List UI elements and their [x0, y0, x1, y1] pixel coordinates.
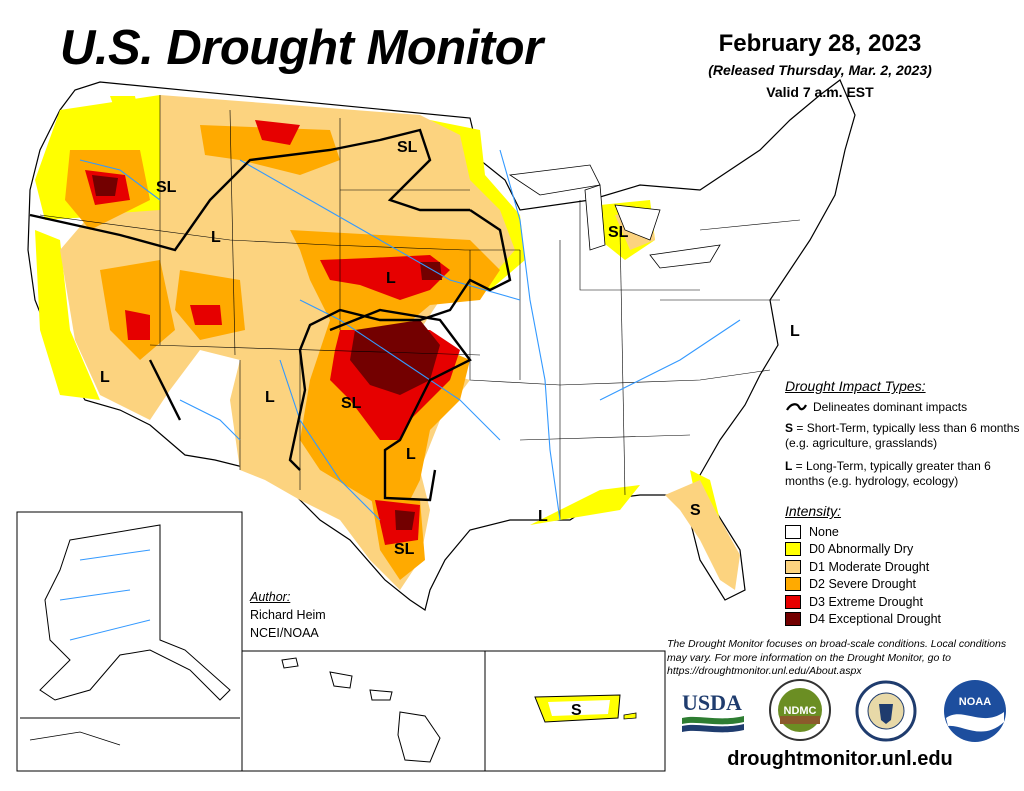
swatch-d3 [785, 594, 801, 609]
label-l-new-mexico: L [265, 389, 275, 406]
swatch-d1 [785, 559, 801, 574]
label-l-california: L [100, 369, 110, 386]
label-l-idaho: L [211, 229, 221, 246]
author-heading: Author: [250, 590, 291, 604]
author-name: Richard Heim [250, 608, 326, 622]
svg-text:NDMC: NDMC [784, 705, 817, 717]
swatch-none [785, 524, 801, 539]
label-sl-texas: SL [394, 541, 415, 558]
svg-text:NOAA: NOAA [959, 696, 991, 708]
intensity-heading: Intensity: [785, 503, 842, 519]
disclaimer-text: The Drought Monitor focuses on broad-sca… [667, 638, 1007, 677]
impact-line-label: Delineates dominant impacts [813, 400, 968, 414]
release-date: (Released Thursday, Mar. 2, 2023) [708, 62, 932, 78]
website-link[interactable]: droughtmonitor.unl.edu [727, 748, 953, 770]
long-term-description: L = Long-Term, typically greater than 6 … [785, 459, 991, 488]
label-sl-michigan: SL [608, 224, 629, 241]
hawaii-inset [241, 650, 486, 772]
short-term-description: S = Short-Term, typically less than 6 mo… [785, 421, 1020, 450]
swatch-d4 [785, 612, 801, 627]
intensity-item: D4 Exceptional Drought [785, 611, 941, 629]
alaska-inset [16, 511, 243, 772]
map-title: U.S. Drought Monitor [60, 21, 543, 75]
label-l-nebraska: L [386, 270, 396, 287]
intensity-item: None [785, 523, 941, 541]
commerce-seal-logo [855, 680, 917, 742]
swatch-d0 [785, 542, 801, 557]
noaa-logo: NOAA [942, 678, 1008, 744]
label-l-louisiana: L [538, 508, 548, 525]
state-boundaries [39, 95, 801, 520]
intensity-item: D0 Abnormally Dry [785, 541, 941, 559]
label-s-florida: S [690, 502, 701, 519]
impact-line-key: Delineates dominant impacts [785, 400, 1020, 414]
label-sl-idaho: SL [156, 179, 177, 196]
author-org: NCEI/NOAA [250, 626, 319, 640]
ndmc-logo: NDMC [768, 678, 832, 742]
intensity-item: D1 Moderate Drought [785, 558, 941, 576]
label-sl-north-dakota: SL [397, 139, 418, 156]
d4-areas [92, 175, 442, 530]
label-l-virginia: L [790, 323, 800, 340]
intensity-item: D3 Extreme Drought [785, 593, 941, 611]
valid-time: Valid 7 a.m. EST [766, 84, 874, 100]
rivers [79, 149, 741, 521]
label-sl-oklahoma: SL [341, 395, 362, 412]
impact-boundaries [29, 128, 512, 502]
intensity-legend: Intensity: None D0 Abnormally Dry D1 Mod… [785, 503, 941, 628]
swatch-d2 [785, 577, 801, 592]
impact-types-heading: Drought Impact Types: [785, 378, 926, 394]
great-lakes [508, 164, 721, 269]
label-l-texas: L [406, 446, 416, 463]
label-s-puerto-rico: S [571, 702, 582, 719]
map-date: February 28, 2023 [718, 30, 922, 57]
impact-line-icon [786, 403, 807, 411]
impact-types-legend: Drought Impact Types: Delineates dominan… [785, 378, 1020, 497]
author-block: Author: Richard Heim NCEI/NOAA [250, 588, 326, 642]
svg-text:USDA: USDA [682, 690, 742, 715]
usda-logo: USDA [678, 688, 748, 738]
intensity-item: D2 Severe Drought [785, 576, 941, 594]
puerto-rico-inset: S [484, 650, 666, 772]
